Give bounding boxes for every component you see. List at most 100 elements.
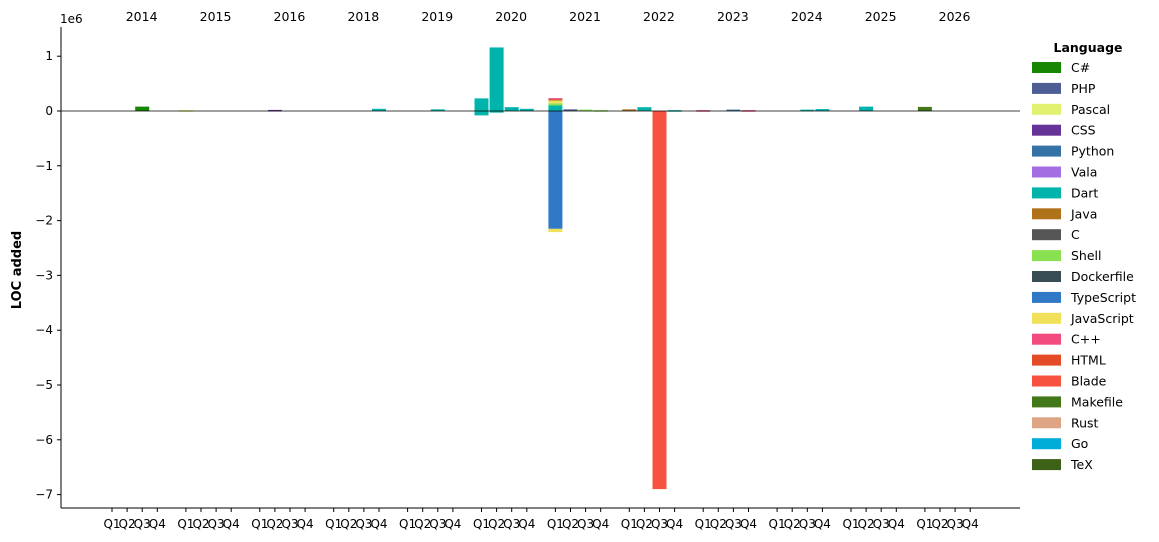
- x-tick-label: Q4: [888, 517, 905, 531]
- legend-label: Blade: [1071, 374, 1107, 389]
- x-tick-label: Q1: [547, 517, 564, 531]
- x-tick-label: Q2: [414, 517, 431, 531]
- x-tick-label: Q4: [518, 517, 535, 531]
- y-axis-label: LOC added: [10, 231, 25, 309]
- bar-segment: [430, 109, 445, 111]
- bar-segment: [548, 98, 563, 100]
- legend-label: C#: [1071, 60, 1090, 75]
- bar-segment: [504, 107, 519, 111]
- year-label: 2018: [347, 9, 379, 24]
- y-tick-label: −1: [35, 159, 53, 173]
- legend-swatch: [1032, 312, 1061, 324]
- x-tick-label: Q3: [651, 517, 668, 531]
- y-tick-label: −3: [35, 268, 53, 282]
- legend-swatch: [1032, 250, 1061, 262]
- axes: [60, 27, 1020, 509]
- x-tick-label: Q2: [266, 517, 283, 531]
- x-tick-label: Q2: [636, 517, 653, 531]
- year-label: 2026: [939, 9, 971, 24]
- x-tick-label: Q4: [666, 517, 683, 531]
- legend-label: Shell: [1071, 248, 1102, 263]
- legend-swatch: [1032, 417, 1061, 429]
- x-tick-label: Q1: [325, 517, 342, 531]
- legend-label: Pascal: [1071, 102, 1110, 117]
- y-tick-label: −2: [35, 214, 53, 228]
- x-tick-label: Q2: [562, 517, 579, 531]
- legend-swatch: [1032, 103, 1061, 115]
- legend-label: Vala: [1071, 165, 1097, 180]
- x-tick-label: Q1: [473, 517, 490, 531]
- legend-label: C: [1071, 227, 1080, 242]
- legend-label: PHP: [1071, 81, 1096, 96]
- legend-label: TeX: [1070, 457, 1093, 472]
- bar-segment: [135, 106, 150, 111]
- x-tick-label: Q3: [429, 517, 446, 531]
- x-tick-label: Q2: [858, 517, 875, 531]
- year-labels: 2014 2015 2016 2018 2019 2020 2021 2022 2023 2024…: [126, 9, 971, 24]
- y-tick-label: 1: [45, 49, 53, 63]
- y-tick-label: −5: [35, 378, 53, 392]
- bar-segment: [637, 107, 652, 111]
- x-tick-label: Q3: [281, 517, 298, 531]
- x-tick-label: Q3: [355, 517, 372, 531]
- y-offset-text: 1e6: [60, 12, 83, 26]
- year-label: 2016: [274, 9, 306, 24]
- legend-label: Python: [1071, 144, 1114, 159]
- bar-segment: [548, 98, 563, 101]
- y-tick-label: 0: [45, 104, 53, 118]
- x-tick-label: Q1: [842, 517, 859, 531]
- legend-swatch: [1032, 375, 1061, 387]
- year-label: 2025: [865, 9, 897, 24]
- bar-segment: [372, 108, 386, 111]
- legend-label: Rust: [1071, 415, 1099, 430]
- x-tick-label: Q1: [103, 517, 120, 531]
- year-label: 2021: [569, 9, 601, 24]
- bar-segment: [800, 109, 815, 112]
- x-tick-label: Q3: [947, 517, 964, 531]
- x-tick-label: Q3: [208, 517, 225, 531]
- legend-swatch: [1032, 438, 1061, 450]
- x-tick-label: Q4: [740, 517, 757, 531]
- x-tick-label: Q4: [444, 517, 461, 531]
- x-tick-label: Q1: [177, 517, 194, 531]
- legend-label: Dockerfile: [1071, 269, 1134, 284]
- bar-segment: [548, 100, 563, 104]
- x-tick-label: Q2: [192, 517, 209, 531]
- bar-segment: [548, 105, 563, 111]
- legend-title: Language: [1053, 40, 1122, 55]
- bar-segment: [474, 98, 489, 111]
- bar-segment: [519, 108, 534, 111]
- x-tick-label: Q3: [134, 517, 151, 531]
- bar-segment: [489, 47, 504, 111]
- year-label: 2024: [791, 9, 823, 24]
- x-tick-label: Q3: [725, 517, 742, 531]
- legend-label: CSS: [1071, 123, 1096, 138]
- bar-segment: [578, 109, 593, 112]
- x-tick-label: Q1: [695, 517, 712, 531]
- x-tick-label: Q3: [503, 517, 520, 531]
- x-tick-label: Q3: [799, 517, 816, 531]
- legend-swatch: [1032, 396, 1061, 408]
- legend-swatch: [1032, 291, 1061, 303]
- legend-swatch: [1032, 459, 1061, 471]
- legend-label: HTML: [1071, 353, 1106, 368]
- x-tick-label: Q2: [710, 517, 727, 531]
- x-tick-label: Q4: [223, 517, 240, 531]
- y-tick-label: −4: [35, 323, 53, 337]
- legend-label: JavaScript: [1070, 311, 1134, 326]
- x-tick-label: Q1: [769, 517, 786, 531]
- x-tick-label: Q2: [931, 517, 948, 531]
- legend-label: C++: [1071, 332, 1101, 347]
- y-tick-label: −7: [35, 488, 53, 502]
- legend-label: Java: [1070, 206, 1097, 221]
- legend-swatch: [1032, 82, 1061, 94]
- x-tick-label: Q4: [592, 517, 609, 531]
- legend-label: Makefile: [1071, 394, 1123, 409]
- bar-segment: [726, 109, 741, 112]
- x-tick-label: Q2: [340, 517, 357, 531]
- legend-label: Go: [1071, 436, 1088, 451]
- bar-segment: [859, 106, 874, 111]
- x-tick-label: Q3: [873, 517, 890, 531]
- bar-segment: [489, 111, 504, 113]
